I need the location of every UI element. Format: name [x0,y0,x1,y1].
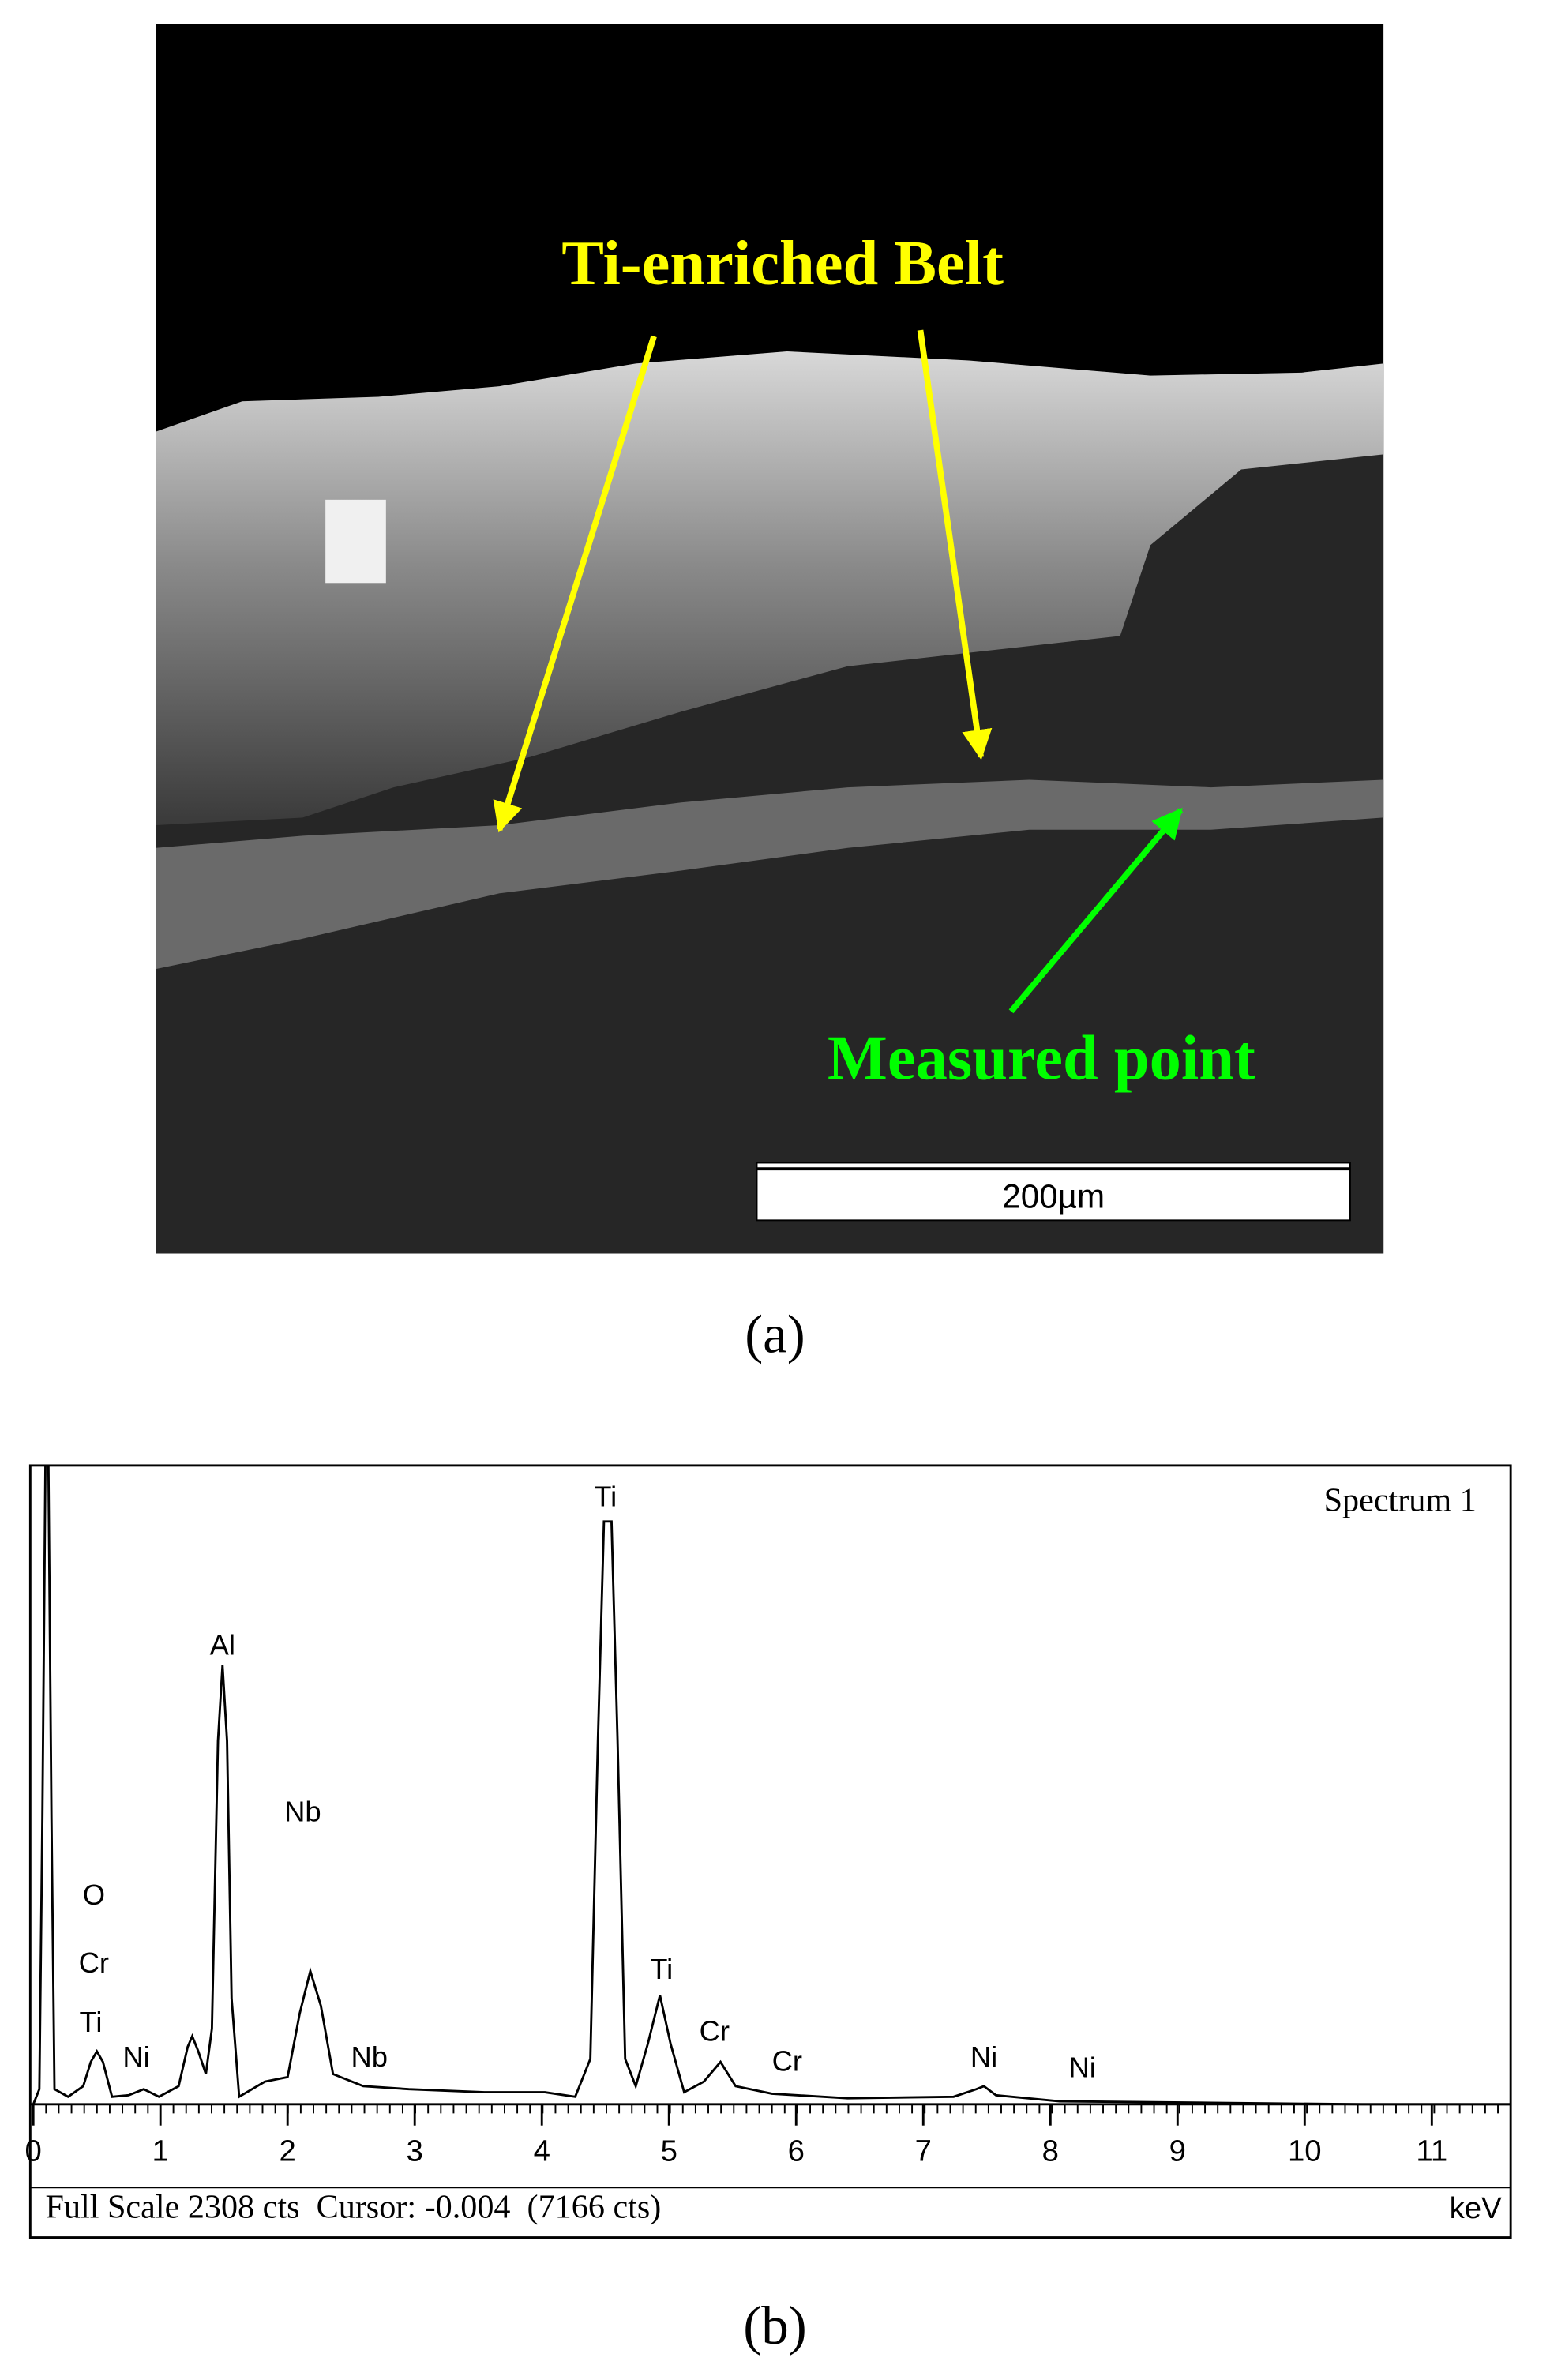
peak-label: Cr [700,2014,730,2047]
scale-bar-label: 200µm [1002,1178,1105,1215]
spectrum-title: Spectrum 1 [1324,1481,1477,1518]
x-tick-label: 11 [1416,2134,1447,2168]
arrow [917,329,993,760]
panel-label: (a) [745,1304,805,1365]
sem-image: Ti-enriched Belt Measured point 200µm [156,24,1384,1254]
sem-belt [156,779,1384,970]
scale-bar [756,1162,1351,1222]
arrow [493,335,657,833]
annotation: Measured point [828,1023,1255,1093]
peak-label: Nb [351,2040,388,2073]
x-tick-label: 9 [1169,2134,1186,2168]
sem-particle [325,499,386,584]
x-tick-label: 7 [915,2134,932,2168]
arrow [1008,807,1184,1014]
x-axis-unit: keV [1450,2191,1502,2225]
spectrum-panel: Spectrum 1 Full Scale 2308 cts Cursor: -… [25,1464,1512,2239]
peak-label: Ti [650,1953,673,1985]
x-tick-label: 3 [407,2134,423,2168]
panel-label: (b) [743,2296,806,2356]
peak-label: Ti [594,1481,617,1513]
x-tick-label: 2 [280,2134,296,2168]
peak-label: O [83,1879,105,1911]
peak-label: Cr [772,2045,802,2078]
x-tick-label: 10 [1288,2134,1322,2168]
annotation: Ti-enriched Belt [561,228,1004,298]
x-tick-label: 6 [788,2134,805,2168]
x-tick-label: 5 [661,2134,677,2168]
x-tick-label: 8 [1042,2134,1059,2168]
x-tick-label: 0 [25,2134,42,2168]
x-tick-label: 4 [534,2134,550,2168]
x-tick-label: 1 [152,2134,169,2168]
peak-label: Ni [970,2040,997,2073]
sem-surface [156,351,1384,826]
peak-label: Ni [122,2040,149,2073]
status-text: Full Scale 2308 cts Cursor: -0.004 (7166… [46,2189,662,2226]
peak-label: Cr [79,1946,109,1979]
peak-label: Nb [284,1795,321,1827]
peak-label: Al [210,1629,235,1661]
spectrum-frame [28,1464,1512,2239]
peak-label: Ti [80,2006,103,2038]
peak-label: Ni [1068,2051,1095,2083]
spectrum-curve [32,1464,1511,2106]
